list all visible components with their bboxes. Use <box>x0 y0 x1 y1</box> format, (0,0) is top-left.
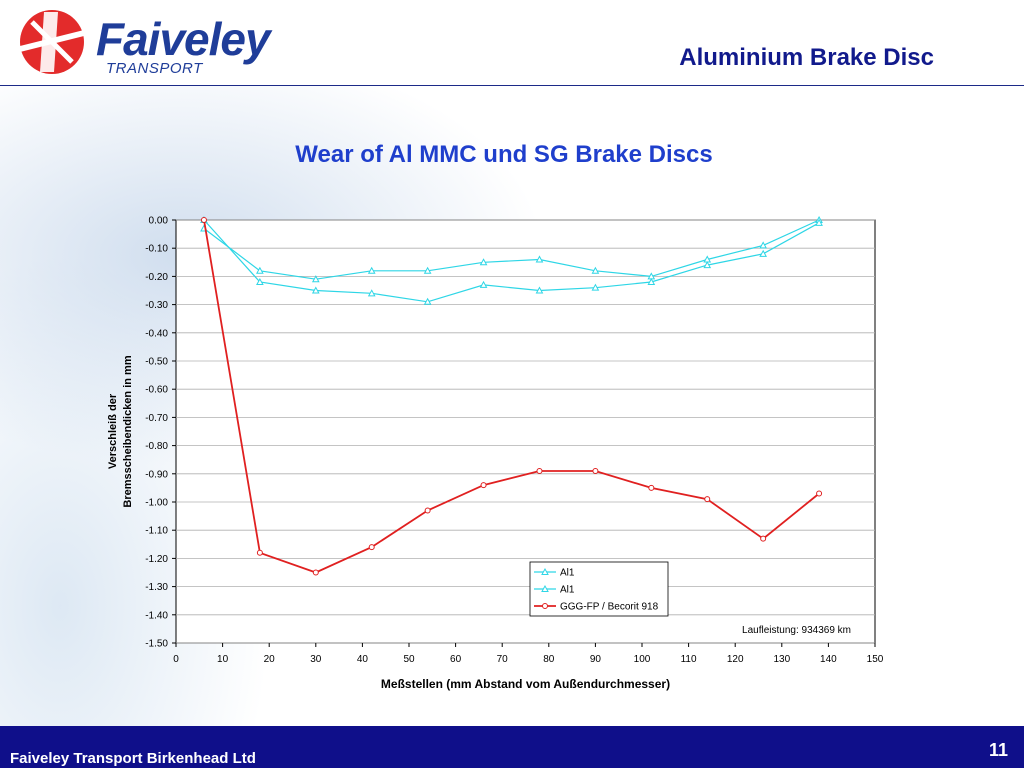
data-point <box>703 261 712 269</box>
y-tick-label: -0.70 <box>145 413 168 424</box>
data-point <box>368 544 375 551</box>
mileage-annotation: Laufleistung: 934369 km <box>742 625 851 636</box>
data-point <box>815 218 823 226</box>
footer-bar: Faiveley Transport Birkenhead Ltd 11 <box>0 726 1024 768</box>
legend-marker <box>542 603 548 609</box>
data-point <box>816 490 823 497</box>
data-point <box>591 283 600 291</box>
x-tick-label: 80 <box>543 654 555 665</box>
y-tick-label: -0.50 <box>145 357 168 368</box>
series-line-2 <box>203 219 820 574</box>
x-tick-label: 150 <box>867 654 884 665</box>
logo-subtitle: TRANSPORT <box>106 60 203 77</box>
y-axis-label: Verschleiß der <box>107 393 119 469</box>
y-tick-label: -1.10 <box>145 526 168 537</box>
data-point <box>311 286 320 294</box>
slide-title: Aluminium Brake Disc <box>679 44 934 71</box>
y-tick-label: -0.10 <box>145 244 168 255</box>
data-point <box>760 535 767 542</box>
x-axis-label: Meßstellen (mm Abstand vom Außendurchmes… <box>381 677 670 691</box>
x-tick-label: 110 <box>681 654 697 665</box>
y-tick-label: -0.80 <box>145 441 168 452</box>
legend-label: GGG-FP / Becorit 918 <box>560 602 659 613</box>
y-axis-label: Bremsscheibendicken in mm <box>122 355 134 507</box>
data-point <box>536 467 543 474</box>
data-point <box>759 241 768 249</box>
data-point <box>311 275 320 283</box>
x-tick-label: 120 <box>727 654 744 665</box>
y-tick-label: -0.20 <box>145 272 168 283</box>
legend-label: Al1 <box>560 568 575 579</box>
y-tick-label: -1.50 <box>145 639 168 650</box>
x-tick-label: 0 <box>173 654 179 665</box>
data-point <box>367 266 376 274</box>
legend-label: Al1 <box>560 585 575 596</box>
x-tick-label: 130 <box>773 654 790 665</box>
data-point <box>535 255 544 263</box>
data-point <box>312 569 319 576</box>
data-point <box>424 507 431 514</box>
data-point <box>592 467 599 474</box>
y-tick-label: -1.20 <box>145 554 168 565</box>
logo-wordmark: Faiveley <box>96 13 271 65</box>
data-point <box>256 277 264 286</box>
x-tick-label: 140 <box>820 654 837 665</box>
y-tick-label: -1.30 <box>145 582 168 593</box>
data-point <box>423 266 432 274</box>
x-tick-label: 20 <box>264 654 276 665</box>
y-tick-label: -0.30 <box>145 300 168 311</box>
data-point <box>480 482 487 489</box>
header-divider <box>0 85 1024 86</box>
data-point <box>423 297 432 305</box>
x-tick-label: 30 <box>310 654 322 665</box>
data-point <box>479 258 488 266</box>
data-point <box>256 549 263 556</box>
data-point <box>591 266 600 274</box>
data-point <box>647 277 656 286</box>
faiveley-logo: Faiveley TRANSPORT <box>14 6 314 78</box>
y-tick-label: 0.00 <box>149 216 169 227</box>
logo-emblem-icon <box>20 10 84 74</box>
data-point <box>367 289 376 297</box>
x-tick-label: 100 <box>634 654 651 665</box>
data-point <box>759 249 768 257</box>
x-tick-label: 40 <box>357 654 369 665</box>
x-tick-label: 10 <box>217 654 229 665</box>
data-point <box>535 286 544 294</box>
page-number: 11 <box>988 740 1008 760</box>
x-tick-label: 90 <box>590 654 602 665</box>
wear-chart: 0.00 -0.10 -0.20 -0.30 -0.40 -0.50 -0.60 -0.70 -… <box>107 216 884 692</box>
data-point <box>704 496 711 503</box>
data-point <box>479 280 488 288</box>
y-tick-label: -0.90 <box>145 469 168 480</box>
series-line-0 <box>203 219 820 280</box>
data-point <box>200 217 207 223</box>
y-tick-label: -0.60 <box>145 385 168 396</box>
legend-marker <box>541 567 549 575</box>
series-line-1 <box>203 219 820 303</box>
chart-title: Wear of Al MMC und SG Brake Discs <box>295 141 713 168</box>
plot-area <box>175 219 876 644</box>
x-tick-label: 50 <box>403 654 415 665</box>
footer-company: Faiveley Transport Birkenhead Ltd <box>10 750 256 767</box>
legend-marker <box>541 584 549 592</box>
y-tick-label: -1.40 <box>145 610 168 621</box>
data-point <box>648 484 655 491</box>
y-tick-label: -0.40 <box>145 328 168 339</box>
y-tick-label: -1.00 <box>145 498 168 509</box>
x-tick-label: 60 <box>450 654 462 665</box>
data-point <box>256 266 264 274</box>
x-tick-label: 70 <box>497 654 509 665</box>
